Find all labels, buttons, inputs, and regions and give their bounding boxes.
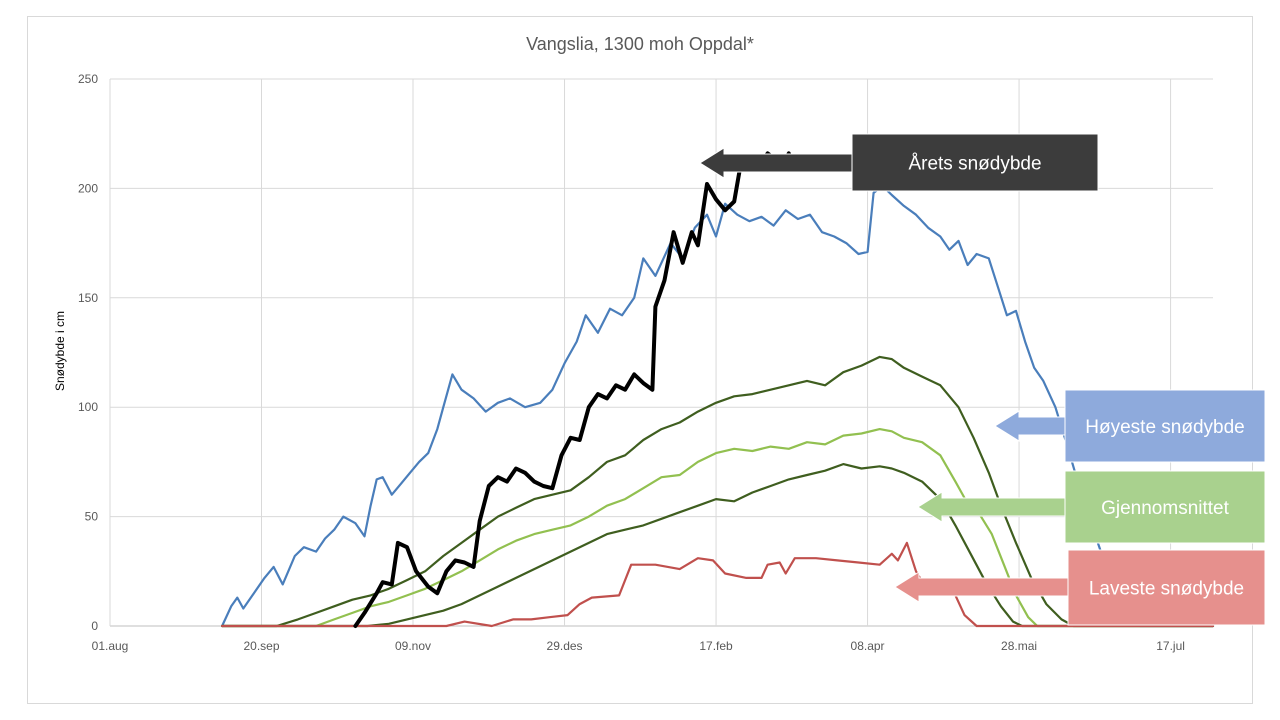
y-tick-label: 0: [91, 619, 98, 633]
x-tick-label: 17.jul: [1156, 639, 1185, 653]
chart-title: Vangslia, 1300 moh Oppdal*: [526, 34, 754, 54]
callouts: Årets snødybde Høyeste snødybde Gjennomsni…: [699, 133, 1266, 626]
y-tick-label: 150: [78, 291, 98, 305]
callout-label: Gjennomsnittet: [1101, 498, 1230, 519]
x-tick-label: 01.aug: [92, 639, 129, 653]
x-tick-label: 28.mai: [1001, 639, 1037, 653]
y-tick-label: 100: [78, 400, 98, 414]
x-ticks: 01.aug 20.sep 09.nov 29.des 17.feb 08.apr 28.m…: [92, 639, 1185, 653]
x-tick-label: 09.nov: [395, 639, 431, 653]
x-tick-label: 29.des: [547, 639, 583, 653]
y-tick-label: 250: [78, 72, 98, 86]
series-line-1: [221, 355, 1215, 628]
chart-frame: [27, 16, 1253, 704]
callout-arrow: [994, 410, 1066, 442]
callout-box: [1064, 389, 1266, 463]
y-tick-label: 200: [78, 181, 98, 195]
series-line-5: [353, 151, 797, 628]
y-ticks: 0 50 100 150 200 250: [78, 72, 98, 633]
callout-label: Årets snødybde: [908, 154, 1041, 175]
callout-box: [1067, 549, 1266, 626]
y-tick-label: 50: [85, 510, 99, 524]
y-axis-label: Snødybde i cm: [53, 311, 67, 391]
series-line-4: [221, 541, 1215, 628]
callout-arrow: [699, 147, 853, 179]
callout-arrow: [917, 491, 1066, 523]
callout-box: [1064, 470, 1266, 544]
series-line-2: [221, 428, 1215, 628]
x-tick-label: 08.apr: [851, 639, 885, 653]
series-line-0: [221, 185, 1215, 628]
callout-label: Høyeste snødybde: [1085, 417, 1244, 438]
callout-label: Laveste snødybde: [1089, 579, 1244, 600]
x-tick-label: 20.sep: [243, 639, 279, 653]
x-tick-label: 17.feb: [699, 639, 733, 653]
callout-box: [851, 133, 1099, 192]
series-lines: [221, 151, 1215, 628]
